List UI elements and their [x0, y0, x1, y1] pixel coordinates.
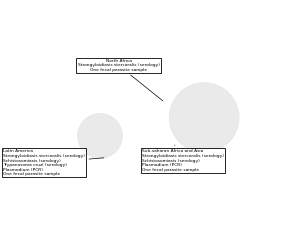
Text: North Africa
Strongyloidiasis stercoralis (serology)
One fecal parasite sample: North Africa Strongyloidiasis stercorali… — [78, 59, 163, 101]
Text: Latin America
Strongyloidiasis stercoralis (serology)
Schistosomiasis (serology): Latin America Strongyloidiasis stercoral… — [3, 149, 104, 176]
Circle shape — [169, 83, 239, 153]
Text: Sub-saharan Africa and Asia
Strongyloidiasis stercoralis (serology)
Schistosomia: Sub-saharan Africa and Asia Strongyloidi… — [142, 145, 224, 172]
Circle shape — [77, 113, 122, 158]
